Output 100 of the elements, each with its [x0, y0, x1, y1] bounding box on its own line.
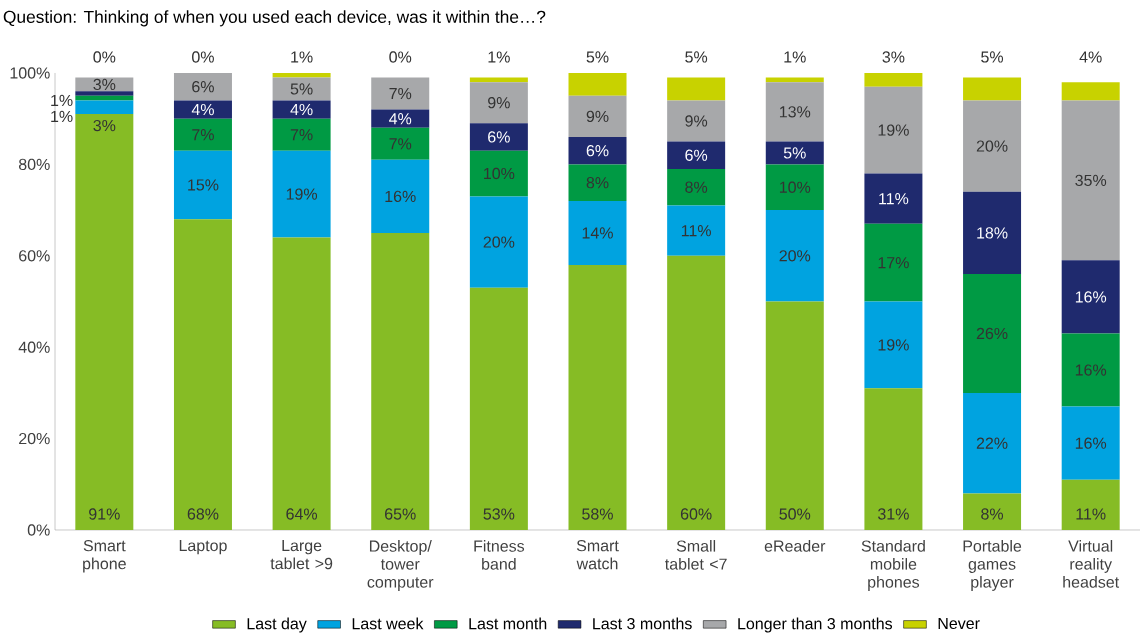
data-label: 18% [977, 227, 1008, 239]
data-label: 20% [779, 250, 811, 262]
data-label: 4% [290, 103, 313, 116]
data-label: 31% [878, 508, 909, 520]
data-label: 14% [582, 227, 613, 239]
data-label: 8% [981, 508, 1004, 520]
bar [371, 232, 430, 530]
bar [667, 168, 726, 206]
bar [1061, 406, 1120, 480]
data-label: 20% [976, 140, 1008, 152]
data-label: 16% [385, 190, 416, 203]
data-label: 16% [1075, 437, 1107, 449]
bar [765, 210, 824, 302]
bar [272, 77, 331, 101]
bar [963, 493, 1022, 530]
bar [469, 196, 528, 288]
data-label: 4% [389, 113, 412, 125]
data-label: 1% [291, 51, 313, 63]
data-label: 5% [290, 83, 313, 95]
legend-label: Last month [469, 617, 547, 630]
legend-label: Last day [247, 617, 307, 633]
data-label: 9% [488, 97, 510, 109]
data-label: 19% [878, 124, 909, 136]
bar [568, 136, 627, 165]
legend-label: Last week [352, 617, 424, 630]
bar [272, 237, 331, 530]
bar [864, 72, 923, 87]
x-tick-label: Fitness band [474, 540, 525, 570]
x-tick-label: Smart phone [83, 540, 126, 573]
bar [568, 72, 627, 96]
data-label: 5% [783, 147, 806, 159]
data-label: 7% [290, 129, 313, 141]
bar [568, 200, 627, 265]
bar [272, 72, 331, 78]
data-label: 26% [976, 327, 1008, 340]
data-label: 3% [93, 119, 116, 132]
data-label: 0% [389, 51, 412, 63]
bar [1061, 82, 1120, 101]
bar [1061, 100, 1120, 261]
data-label: 68% [187, 508, 219, 520]
bar [765, 82, 824, 142]
bar [75, 91, 134, 96]
bar [864, 173, 923, 224]
data-label: 11% [879, 193, 909, 205]
bar [371, 127, 430, 160]
data-label: 53% [483, 508, 515, 520]
x-tick-label: Portable games player [963, 540, 1022, 591]
data-label: 22% [976, 437, 1008, 449]
bar [568, 95, 627, 137]
chart-title: Question: Thinking of when you used each device, was it within the…? [3, 10, 546, 27]
data-label: 6% [586, 145, 609, 157]
data-label: 64% [286, 508, 318, 520]
data-label: 10% [779, 181, 811, 193]
bar [173, 100, 232, 119]
data-label: 65% [385, 508, 416, 520]
data-label: 16% [1075, 291, 1107, 303]
bar [371, 77, 430, 110]
bar [765, 301, 824, 530]
legend-label: Never [938, 617, 980, 630]
bar [963, 100, 1022, 192]
bar [173, 150, 232, 220]
x-tick-label: Smart watch [576, 540, 619, 570]
bar [371, 159, 430, 233]
bar [667, 205, 726, 256]
data-label: 1% [784, 51, 806, 63]
data-label: 19% [286, 188, 318, 200]
bar [469, 82, 528, 124]
x-tick-label: eReader [764, 540, 826, 552]
data-label: 50% [779, 508, 811, 520]
bar [272, 150, 331, 238]
data-label: 6% [488, 131, 510, 143]
bar [963, 274, 1022, 393]
data-label: 9% [685, 115, 708, 127]
bar [75, 100, 134, 115]
data-label: 1% [51, 110, 73, 122]
bar [864, 301, 923, 389]
bar [469, 287, 528, 530]
data-label: 4% [191, 103, 214, 116]
y-tick-label: 20% [19, 432, 50, 445]
data-label: 20% [483, 236, 515, 248]
data-label: 5% [586, 51, 609, 63]
bar [173, 219, 232, 530]
bar [864, 86, 923, 174]
bar [469, 123, 528, 151]
data-label: 6% [685, 149, 708, 161]
data-label: 10% [484, 167, 515, 180]
bar [173, 118, 232, 151]
data-label: 8% [586, 177, 609, 189]
data-label: 4% [1079, 51, 1102, 63]
bar [1061, 479, 1120, 530]
data-label: 1% [51, 94, 73, 106]
x-tick-label: Laptop [179, 540, 227, 555]
data-label: 3% [882, 51, 905, 63]
data-label: 0% [192, 51, 214, 63]
data-label: 19% [878, 339, 909, 351]
bar [667, 255, 726, 530]
bar [864, 388, 923, 530]
bar [765, 164, 824, 211]
bar [667, 141, 726, 169]
data-label: 11% [1076, 508, 1106, 520]
